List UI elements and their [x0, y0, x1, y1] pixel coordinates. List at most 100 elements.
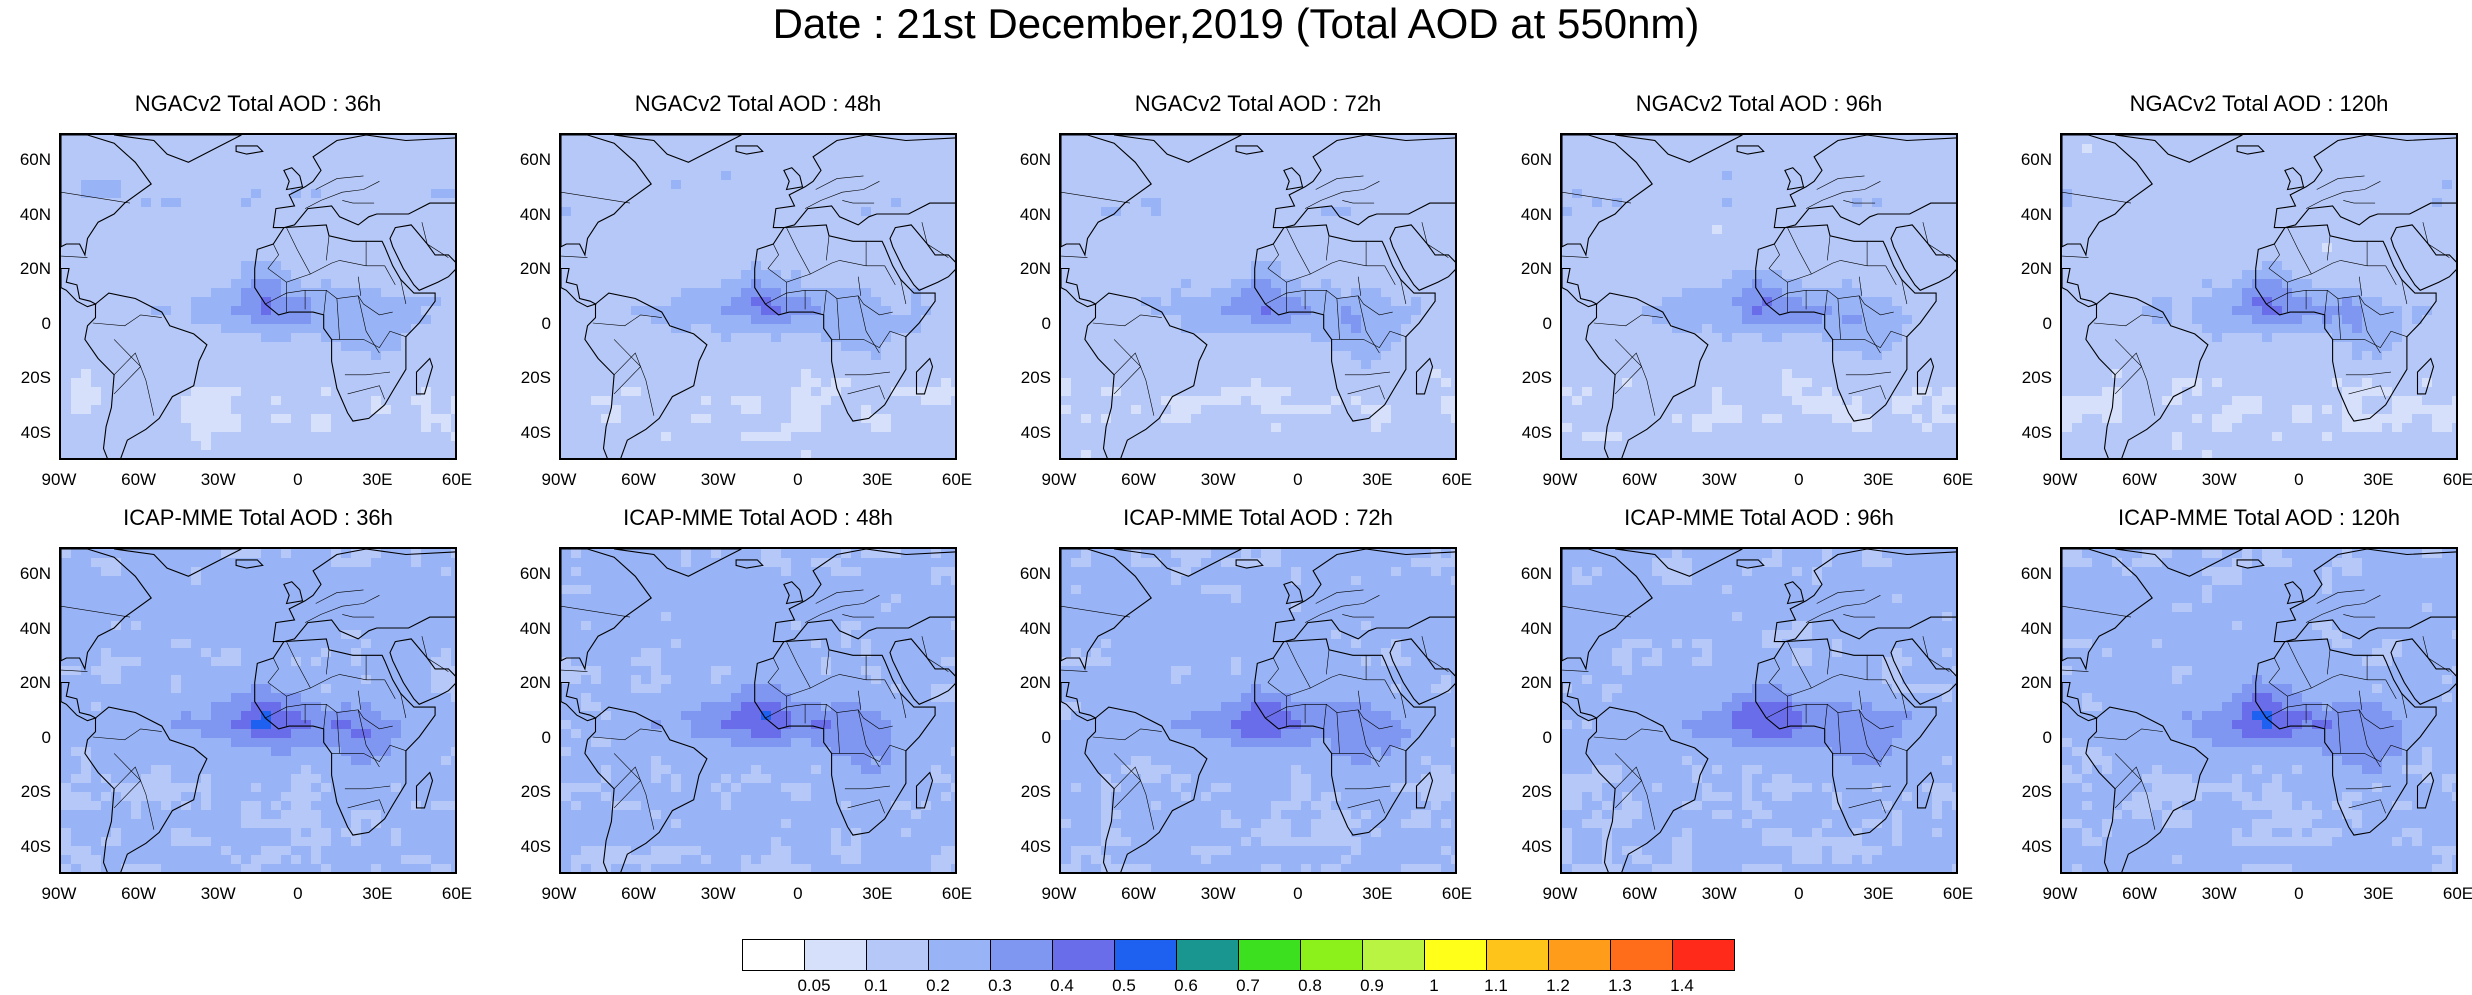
- lon-tick-label: 60E: [1432, 470, 1482, 490]
- colorbar-swatch: [928, 939, 991, 971]
- lon-tick-label: 60E: [2433, 884, 2472, 904]
- lon-tick-label: 0: [1774, 470, 1824, 490]
- lat-tick-label: 0: [11, 728, 51, 748]
- lon-tick-label: 60W: [614, 884, 664, 904]
- lat-tick-label: 20N: [1512, 673, 1552, 693]
- lat-tick-label: 20N: [511, 259, 551, 279]
- lon-tick-label: 30E: [352, 884, 402, 904]
- panel-title: ICAP-MME Total AOD : 120h: [2000, 505, 2472, 531]
- lat-tick-label: 0: [2012, 314, 2052, 334]
- colorbar-swatch: [1610, 939, 1673, 971]
- lat-tick-label: 60N: [1011, 150, 1051, 170]
- colorbar-label: 1.1: [1471, 977, 1521, 995]
- lon-tick-label: 60W: [1114, 884, 1164, 904]
- lat-tick-label: 20S: [1512, 782, 1552, 802]
- aod-field-map: [1061, 135, 1457, 460]
- lon-tick-label: 30E: [1853, 884, 1903, 904]
- lon-tick-label: 0: [2274, 884, 2324, 904]
- panel-title: NGACv2 Total AOD : 120h: [2000, 91, 2472, 117]
- lon-tick-label: 90W: [534, 884, 584, 904]
- lat-tick-label: 20N: [1011, 673, 1051, 693]
- lat-tick-label: 0: [511, 314, 551, 334]
- lat-tick-label: 20N: [11, 673, 51, 693]
- colorbar-label: 0.1: [851, 977, 901, 995]
- aod-map-panel: [59, 133, 457, 460]
- lat-tick-label: 40S: [11, 837, 51, 857]
- panel-title: ICAP-MME Total AOD : 36h: [0, 505, 517, 531]
- lat-tick-label: 0: [1011, 314, 1051, 334]
- lon-tick-label: 30W: [693, 884, 743, 904]
- colorbar-swatch: [1486, 939, 1549, 971]
- colorbar-label: 1.2: [1533, 977, 1583, 995]
- lon-tick-label: 30W: [1193, 884, 1243, 904]
- colorbar-swatch: [1238, 939, 1301, 971]
- lat-tick-label: 40N: [11, 205, 51, 225]
- lat-tick-label: 20N: [2012, 259, 2052, 279]
- aod-shading: [1562, 135, 1958, 460]
- lon-tick-label: 30W: [1193, 470, 1243, 490]
- lon-tick-label: 0: [773, 884, 823, 904]
- lat-tick-label: 20S: [1011, 782, 1051, 802]
- lat-tick-label: 40S: [511, 423, 551, 443]
- lat-tick-label: 20N: [1512, 259, 1552, 279]
- lon-tick-label: 60E: [432, 470, 482, 490]
- aod-map-panel: [559, 547, 957, 874]
- aod-field-map: [61, 549, 457, 874]
- lat-tick-label: 60N: [11, 564, 51, 584]
- lat-tick-label: 60N: [511, 150, 551, 170]
- lon-tick-label: 30E: [1853, 470, 1903, 490]
- colorbar-label: 0.5: [1099, 977, 1149, 995]
- colorbar-swatch: [1300, 939, 1363, 971]
- lat-tick-label: 60N: [2012, 150, 2052, 170]
- lon-tick-label: 0: [2274, 470, 2324, 490]
- aod-map-panel: [559, 133, 957, 460]
- lat-tick-label: 20S: [11, 782, 51, 802]
- lon-tick-label: 90W: [534, 470, 584, 490]
- lon-tick-label: 90W: [34, 470, 84, 490]
- lat-tick-label: 40S: [1011, 837, 1051, 857]
- lat-tick-label: 20S: [511, 782, 551, 802]
- lat-tick-label: 40N: [2012, 205, 2052, 225]
- colorbar-label: 0.3: [975, 977, 1025, 995]
- aod-field-map: [2062, 135, 2458, 460]
- lon-tick-label: 30E: [852, 470, 902, 490]
- colorbar-swatch: [866, 939, 929, 971]
- aod-shading: [561, 135, 957, 460]
- lon-tick-label: 30E: [1352, 470, 1402, 490]
- lat-tick-label: 40S: [1011, 423, 1051, 443]
- aod-field-map: [1061, 549, 1457, 874]
- colorbar-label: 0.8: [1285, 977, 1335, 995]
- aod-shading: [2062, 135, 2458, 460]
- panel-title: NGACv2 Total AOD : 72h: [999, 91, 1517, 117]
- lon-tick-label: 60W: [2115, 884, 2165, 904]
- lon-tick-label: 60E: [932, 884, 982, 904]
- colorbar-label: 0.05: [789, 977, 839, 995]
- lat-tick-label: 20S: [1011, 368, 1051, 388]
- colorbar-label: 0.9: [1347, 977, 1397, 995]
- lon-tick-label: 60E: [1933, 470, 1983, 490]
- lat-tick-label: 20N: [11, 259, 51, 279]
- colorbar-label: 1.4: [1657, 977, 1707, 995]
- colorbar-swatch: [1548, 939, 1611, 971]
- lon-tick-label: 30W: [193, 470, 243, 490]
- lon-tick-label: 90W: [34, 884, 84, 904]
- lat-tick-label: 40N: [1011, 619, 1051, 639]
- aod-map-panel: [1059, 133, 1457, 460]
- lat-tick-label: 40N: [11, 619, 51, 639]
- lon-tick-label: 30W: [2194, 470, 2244, 490]
- lon-tick-label: 60W: [114, 884, 164, 904]
- colorbar-swatch: [1114, 939, 1177, 971]
- lon-tick-label: 90W: [2035, 884, 2085, 904]
- colorbar-swatch: [1052, 939, 1115, 971]
- lon-tick-label: 30W: [2194, 884, 2244, 904]
- colorbar-label: 0.4: [1037, 977, 1087, 995]
- lat-tick-label: 20N: [2012, 673, 2052, 693]
- lon-tick-label: 30W: [193, 884, 243, 904]
- lon-tick-label: 0: [1273, 470, 1323, 490]
- lon-tick-label: 60W: [2115, 470, 2165, 490]
- lon-tick-label: 0: [273, 470, 323, 490]
- lon-tick-label: 30W: [693, 470, 743, 490]
- lat-tick-label: 40S: [11, 423, 51, 443]
- aod-shading: [1061, 135, 1457, 460]
- colorbar-label: 1.3: [1595, 977, 1645, 995]
